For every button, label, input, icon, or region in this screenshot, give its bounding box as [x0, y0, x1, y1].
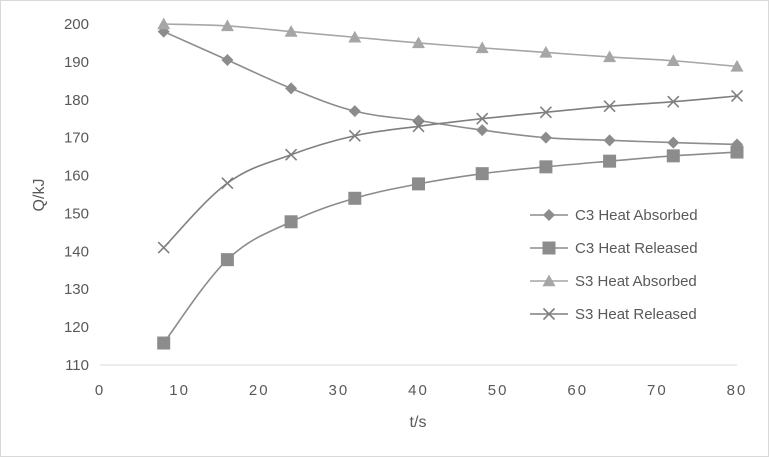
- y-tick-label: 160: [64, 168, 89, 185]
- y-tick-label: 180: [64, 92, 89, 109]
- data-point: [348, 105, 361, 118]
- legend-label: S3 Heat Released: [575, 306, 697, 323]
- data-point: [667, 95, 680, 108]
- y-tick-label: 110: [65, 357, 89, 374]
- data-point: [475, 41, 489, 54]
- data-point: [539, 106, 552, 119]
- data-point: [221, 177, 234, 190]
- x-tick-label: 30: [329, 382, 350, 399]
- x-tick-label: 70: [647, 382, 668, 399]
- y-axis-title: Q/kJ: [31, 179, 48, 212]
- x-tick-label: 10: [169, 382, 190, 399]
- data-point: [348, 30, 362, 43]
- data-point: [539, 45, 553, 58]
- data-point: [730, 59, 744, 72]
- y-tick-label: 200: [64, 16, 89, 33]
- series-c3-heat-absorbed: [157, 25, 743, 151]
- data-point: [221, 53, 234, 66]
- series-s3-heat-absorbed: [157, 17, 744, 72]
- data-point: [157, 241, 170, 254]
- data-point: [666, 149, 680, 163]
- data-point: [284, 215, 298, 229]
- data-point: [284, 25, 298, 37]
- data-point: [476, 124, 489, 137]
- y-tick-label: 170: [64, 130, 89, 147]
- series-line: [163, 151, 738, 344]
- y-axis-ticks: 110 120 130 140 150 160 170 180 190 200: [64, 16, 89, 374]
- legend-item: S3 Heat Released: [530, 306, 697, 323]
- data-point: [539, 131, 552, 144]
- y-tick-label: 190: [64, 54, 89, 71]
- data-point: [157, 17, 171, 30]
- y-tick-label: 150: [64, 205, 89, 222]
- legend-label: C3 Heat Absorbed: [575, 207, 698, 224]
- legend-marker: [542, 307, 556, 321]
- x-tick-label: 50: [488, 382, 509, 399]
- series-line: [163, 95, 738, 249]
- data-point: [412, 36, 425, 49]
- data-point: [285, 148, 298, 161]
- data-point: [603, 100, 616, 113]
- data-point: [285, 82, 298, 95]
- series-line: [163, 23, 738, 68]
- series-line: [163, 30, 738, 146]
- data-point: [730, 145, 744, 159]
- legend-label: S3 Heat Absorbed: [575, 273, 697, 290]
- x-tick-label: 40: [408, 382, 429, 399]
- data-point: [412, 114, 425, 127]
- data-point: [603, 154, 617, 168]
- x-axis-title: t/s: [410, 414, 427, 431]
- series-s3-heat-released: [157, 89, 744, 254]
- y-tick-label: 130: [64, 281, 89, 298]
- data-point: [475, 167, 489, 181]
- data-point: [667, 136, 680, 149]
- x-tick-label: 20: [249, 382, 270, 399]
- data-point: [476, 112, 489, 125]
- legend-label: C3 Heat Released: [575, 240, 698, 257]
- data-point: [348, 129, 361, 142]
- data-point: [220, 19, 234, 32]
- legend-item: C3 Heat Absorbed: [530, 207, 698, 224]
- legend-marker: [543, 209, 555, 221]
- y-tick-label: 140: [64, 243, 89, 260]
- data-point: [157, 336, 171, 350]
- x-tick-label: 0: [95, 382, 105, 399]
- x-axis-ticks: 0 10 20 30 40 50 60 70 80: [95, 382, 748, 399]
- data-point: [220, 253, 234, 267]
- data-point: [539, 160, 553, 174]
- data-point: [730, 89, 744, 103]
- data-point: [412, 120, 425, 133]
- legend-marker: [542, 241, 556, 255]
- legend-item: C3 Heat Released: [530, 240, 698, 257]
- y-tick-label: 120: [64, 319, 89, 336]
- series-c3-heat-released: [157, 145, 744, 350]
- legend: C3 Heat Absorbed C3 Heat Released S3 Heat …: [530, 207, 698, 323]
- data-point: [348, 191, 362, 205]
- x-tick-label: 80: [727, 382, 748, 399]
- x-tick-label: 60: [567, 382, 588, 399]
- data-point: [666, 54, 680, 66]
- data-point: [412, 177, 425, 191]
- data-point: [603, 134, 616, 147]
- legend-item: S3 Heat Absorbed: [530, 273, 697, 290]
- data-point: [603, 50, 617, 63]
- legend-marker: [542, 274, 556, 287]
- series-layer: [157, 17, 744, 350]
